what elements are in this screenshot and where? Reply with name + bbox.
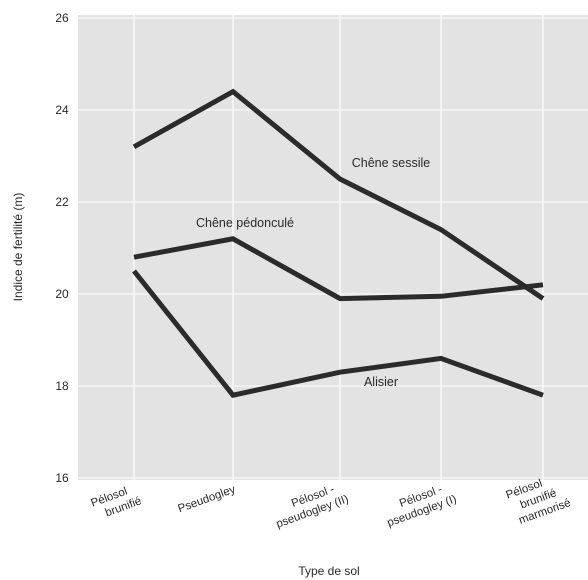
x-axis-title: Type de sol: [298, 564, 359, 578]
x-tick-label: Pélosol -pseudogley (II): [275, 483, 351, 530]
x-tick-label: Pélosol -pseudogley (I): [386, 483, 459, 529]
x-tick-label: Pseudogley: [176, 483, 237, 515]
y-tick-label: 20: [55, 287, 69, 301]
y-tick-label: 22: [55, 195, 69, 209]
y-tick-label: 24: [55, 103, 69, 117]
plot-background: [78, 15, 588, 480]
series-label: Chêne sessile: [352, 156, 431, 170]
series-label: Chêne pédonculé: [196, 216, 294, 230]
y-tick-label: 16: [55, 471, 69, 485]
y-tick-label: 18: [55, 379, 69, 393]
series-line-1: [133, 236, 544, 302]
series-line-0: [132, 88, 545, 301]
y-axis-title: Indice de fertilité (m): [11, 193, 25, 302]
series-label: Alisier: [364, 375, 398, 389]
series-line-2: [132, 269, 544, 398]
y-axis: 16 18 20 22 24 26: [55, 11, 69, 485]
series-labels: Chêne sessile Chêne pédonculé Alisier: [196, 156, 430, 389]
x-tick-label-line: Pseudogley: [176, 483, 237, 515]
y-tick-label: 26: [55, 11, 69, 25]
series-lines: [132, 88, 545, 398]
